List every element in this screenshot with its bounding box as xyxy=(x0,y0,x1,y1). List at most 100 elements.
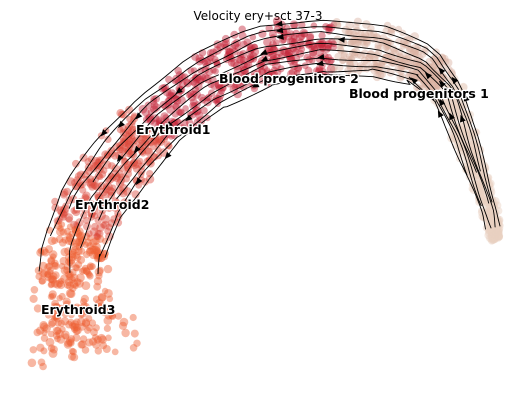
cell-point xyxy=(492,225,501,234)
cell-point xyxy=(315,64,324,72)
cell-point xyxy=(47,330,55,338)
cell-point xyxy=(95,165,104,174)
cell-point xyxy=(203,58,212,66)
cell-point xyxy=(95,200,104,209)
cell-point xyxy=(56,206,66,215)
cell-point xyxy=(39,362,47,371)
cell-point xyxy=(187,67,195,75)
cell-point xyxy=(150,136,159,146)
cell-point xyxy=(246,53,255,61)
cell-point xyxy=(191,102,198,109)
cell-point xyxy=(384,52,393,61)
cell-point xyxy=(230,58,239,68)
cell-point xyxy=(129,344,138,352)
cell-point xyxy=(86,247,94,255)
cell-point xyxy=(478,188,486,197)
cell-point xyxy=(495,227,502,234)
cell-point xyxy=(34,266,43,275)
cell-point xyxy=(65,281,75,290)
cell-point xyxy=(419,75,429,85)
cell-point xyxy=(73,253,82,262)
cell-point xyxy=(167,92,175,100)
cell-point xyxy=(56,227,65,237)
cell-point xyxy=(495,217,504,226)
cell-point xyxy=(96,199,104,208)
cell-point xyxy=(267,48,275,56)
cell-point xyxy=(82,267,91,275)
cell-point xyxy=(60,274,69,283)
cell-point xyxy=(409,50,416,57)
cell-point xyxy=(124,138,132,147)
cell-point xyxy=(144,140,151,148)
cell-point xyxy=(118,164,127,172)
cell-point xyxy=(492,228,500,236)
cell-point xyxy=(124,126,132,134)
streamline xyxy=(68,42,490,273)
cell-point xyxy=(446,106,455,114)
cell-point xyxy=(41,248,50,257)
cell-point xyxy=(53,280,62,289)
cell-point xyxy=(52,303,61,312)
cell-point xyxy=(161,133,169,141)
cell-point xyxy=(48,275,58,284)
cell-point xyxy=(118,321,128,330)
cell-point xyxy=(124,147,132,155)
cell-point xyxy=(49,292,57,300)
cell-point xyxy=(49,250,58,259)
cell-point xyxy=(203,98,212,107)
cell-point xyxy=(491,221,500,229)
cell-point xyxy=(36,248,45,257)
cell-point xyxy=(330,21,338,28)
cell-point xyxy=(137,167,146,176)
cluster-label-erythroid1: Erythroid1 xyxy=(136,122,210,137)
cell-point xyxy=(434,72,442,80)
cell-point xyxy=(78,236,87,245)
cell-point xyxy=(172,102,181,111)
cell-point xyxy=(92,324,100,332)
cell-point xyxy=(64,277,74,287)
cell-point xyxy=(66,289,76,299)
cell-point xyxy=(66,177,76,187)
cell-point xyxy=(145,114,153,122)
cell-point xyxy=(47,236,57,246)
cell-point xyxy=(351,60,359,68)
cell-point xyxy=(189,123,198,132)
cell-point xyxy=(322,44,331,53)
cell-point xyxy=(254,68,262,76)
cell-point xyxy=(476,184,484,192)
cell-point xyxy=(494,228,503,237)
cell-point xyxy=(92,245,100,254)
cell-point xyxy=(49,345,58,354)
cell-point xyxy=(33,304,43,313)
cell-point xyxy=(322,71,330,80)
streamline-arrowhead xyxy=(100,129,108,137)
cell-point xyxy=(195,54,205,63)
cell-point xyxy=(79,186,87,194)
streamline-arrowhead xyxy=(437,110,444,118)
cell-point xyxy=(469,156,479,165)
cell-point xyxy=(172,74,181,83)
cell-point xyxy=(290,39,299,47)
cell-point xyxy=(457,143,466,152)
cell-point xyxy=(100,221,107,229)
cell-point xyxy=(418,67,426,76)
cell-point xyxy=(88,245,97,255)
cell-point xyxy=(84,238,93,247)
cell-point xyxy=(271,71,279,79)
cell-point xyxy=(489,236,498,244)
cell-point xyxy=(204,95,211,102)
cell-point xyxy=(48,280,56,288)
cell-point xyxy=(173,95,180,102)
cell-point xyxy=(362,59,371,68)
cell-point xyxy=(48,318,57,327)
cell-point xyxy=(482,214,491,223)
cell-point xyxy=(431,90,438,98)
cell-point xyxy=(88,183,96,191)
cell-point xyxy=(450,100,460,109)
cell-point xyxy=(423,80,432,89)
cell-point xyxy=(301,62,309,70)
cell-point xyxy=(120,200,128,209)
cell-point xyxy=(77,235,85,243)
cell-point xyxy=(487,210,495,218)
cell-point xyxy=(29,294,38,303)
